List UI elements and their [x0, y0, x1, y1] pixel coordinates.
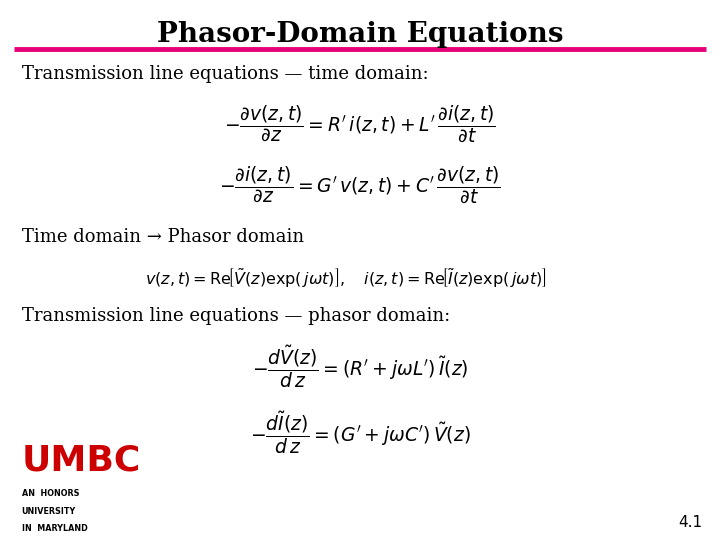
Text: 4.1: 4.1 — [678, 515, 702, 530]
Text: $-\dfrac{\partial v(z,t)}{\partial z} = R'\,i(z,t) + L'\,\dfrac{\partial i(z,t)}: $-\dfrac{\partial v(z,t)}{\partial z} = … — [224, 104, 496, 145]
Text: Transmission line equations — time domain:: Transmission line equations — time domai… — [22, 65, 428, 83]
Text: $v(z,t) = \mathrm{Re}\!\left[\tilde{V}(z)\exp(\,j\omega t)\right],\quad i(z,t) =: $v(z,t) = \mathrm{Re}\!\left[\tilde{V}(z… — [145, 266, 546, 289]
Text: $-\dfrac{\partial i(z,t)}{\partial z} = G'\,v(z,t) + C'\,\dfrac{\partial v(z,t)}: $-\dfrac{\partial i(z,t)}{\partial z} = … — [219, 165, 501, 206]
Text: Time domain → Phasor domain: Time domain → Phasor domain — [22, 228, 304, 246]
Text: Phasor-Domain Equations: Phasor-Domain Equations — [157, 21, 563, 48]
Text: AN  HONORS: AN HONORS — [22, 489, 79, 498]
Text: UNIVERSITY: UNIVERSITY — [22, 507, 76, 516]
Text: UMBC: UMBC — [22, 444, 141, 478]
Text: $-\dfrac{d\tilde{I}(z)}{d\,z} = (G' + j\omega C')\,\tilde{V}(z)$: $-\dfrac{d\tilde{I}(z)}{d\,z} = (G' + j\… — [250, 409, 470, 456]
Text: Transmission line equations — phasor domain:: Transmission line equations — phasor dom… — [22, 307, 450, 325]
Text: IN  MARYLAND: IN MARYLAND — [22, 524, 87, 533]
Text: $-\dfrac{d\tilde{V}(z)}{d\,z} = (R' + j\omega L')\,\tilde{I}(z)$: $-\dfrac{d\tilde{V}(z)}{d\,z} = (R' + j\… — [252, 343, 468, 390]
